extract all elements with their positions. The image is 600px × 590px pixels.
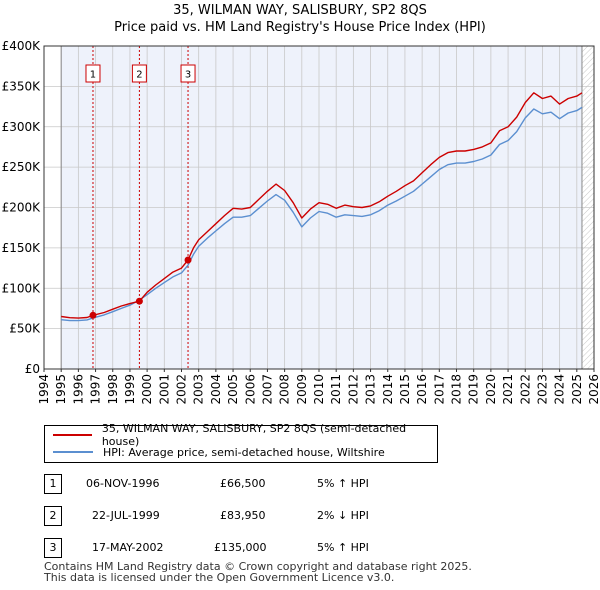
sale-marker-box <box>85 64 101 83</box>
x-tick-label: 1998 <box>106 374 120 405</box>
sale-marker-label: 2 <box>136 70 142 81</box>
sale-date: 22-JUL-1999 <box>92 509 160 522</box>
x-tick-label: 1999 <box>123 374 137 405</box>
property-price-line <box>61 92 583 319</box>
sale-marker-label: 1 <box>90 70 96 81</box>
y-tick-label: £350K <box>2 79 42 93</box>
sale-date: 06-NOV-1996 <box>86 477 160 490</box>
x-tick-label: 2006 <box>243 374 257 405</box>
sale-marker-box <box>131 64 147 83</box>
sale-number-badge: 3 <box>44 538 62 558</box>
hpi-line <box>61 106 583 322</box>
x-tick-label: 2002 <box>175 374 189 405</box>
sale-row: 2 22-JUL-1999 £83,950 2% ↓ HPI <box>44 506 504 526</box>
x-tick-label: 2005 <box>226 374 240 405</box>
x-tick-label: 2018 <box>450 374 464 405</box>
price-chart: 1 2 3 £0 £50K £100K £150K £200K £250K £300K £350K £… <box>2 39 600 405</box>
y-tick-label: £0 <box>25 362 40 376</box>
legend-swatch-hpi <box>53 451 93 453</box>
x-tick-label: 2000 <box>140 374 154 405</box>
sale-marker-box <box>180 64 196 83</box>
sale-date: 17-MAY-2002 <box>92 541 164 554</box>
x-tick-label: 2016 <box>415 374 429 405</box>
y-tick-label: £250K <box>2 160 42 174</box>
x-tick-label: 2025 <box>570 374 584 405</box>
x-tick-label: 2011 <box>329 374 343 405</box>
legend-item-property: 35, WILMAN WAY, SALISBURY, SP2 8QS (semi… <box>53 422 437 448</box>
x-tick-label: 2013 <box>364 374 378 405</box>
sale-number-badge: 1 <box>44 474 62 494</box>
x-tick-label: 2010 <box>312 374 326 405</box>
sale-marker-label: 3 <box>185 70 191 81</box>
x-tick-label: 2009 <box>295 374 309 405</box>
x-tick-label: 2021 <box>501 374 515 405</box>
footer-licence: This data is licensed under the Open Gov… <box>44 571 395 584</box>
sale-point <box>184 256 192 264</box>
x-tick-label: 2003 <box>192 374 206 405</box>
legend: 35, WILMAN WAY, SALISBURY, SP2 8QS (semi… <box>44 422 438 463</box>
y-tick-label: £400K <box>2 39 42 53</box>
x-tick-label: 2017 <box>432 374 446 405</box>
x-tick-label: 2023 <box>535 374 549 405</box>
sale-hpi-diff: 2% ↓ HPI <box>317 509 369 522</box>
x-tick-label: 1994 <box>37 374 51 405</box>
sale-hpi-diff: 5% ↑ HPI <box>317 541 369 554</box>
legend-item-hpi: HPI: Average price, semi-detached house,… <box>53 444 385 460</box>
x-tick-label: 2024 <box>553 374 567 405</box>
x-tick-label: 2008 <box>278 374 292 405</box>
x-tick-label: 2026 <box>587 374 600 405</box>
sale-price: £66,500 <box>220 477 266 490</box>
chart-title-line2: Price paid vs. HM Land Registry's House … <box>114 20 486 35</box>
legend-label-hpi: HPI: Average price, semi-detached house,… <box>103 445 385 459</box>
sale-row: 3 17-MAY-2002 £135,000 5% ↑ HPI <box>44 538 504 558</box>
x-tick-label: 2007 <box>260 374 274 405</box>
x-tick-label: 2022 <box>518 374 532 405</box>
footer-copyright: Contains HM Land Registry data © Crown c… <box>44 560 472 573</box>
sale-price: £135,000 <box>214 541 267 554</box>
sale-point <box>135 297 143 305</box>
y-tick-label: £200K <box>2 201 42 215</box>
x-tick-label: 2019 <box>467 374 481 405</box>
x-tick-label: 2014 <box>381 374 395 405</box>
x-tick-label: 2012 <box>346 374 360 405</box>
x-tick-label: 1995 <box>54 374 68 405</box>
sale-number-badge: 2 <box>44 506 62 526</box>
x-tick-label: 2001 <box>157 374 171 405</box>
sale-row: 1 06-NOV-1996 £66,500 5% ↑ HPI <box>44 474 504 494</box>
legend-label-property: 35, WILMAN WAY, SALISBURY, SP2 8QS (semi… <box>101 422 407 448</box>
footer: Contains HM Land Registry data © Crown c… <box>44 561 472 583</box>
y-tick-label: £50K <box>9 322 41 336</box>
x-tick-label: 2020 <box>484 374 498 405</box>
chart-title-line1: 35, WILMAN WAY, SALISBURY, SP2 8QS <box>173 3 427 18</box>
sale-price: £83,950 <box>220 509 266 522</box>
y-tick-label: £100K <box>2 281 42 295</box>
x-tick-label: 2004 <box>209 374 223 405</box>
x-tick-label: 1996 <box>71 374 85 405</box>
sale-point <box>89 311 97 319</box>
x-tick-label: 1997 <box>89 374 103 405</box>
y-tick-label: £150K <box>2 241 42 255</box>
x-tick-label: 2015 <box>398 374 412 405</box>
legend-swatch-property <box>53 434 92 436</box>
sale-hpi-diff: 5% ↑ HPI <box>317 477 369 490</box>
y-tick-label: £300K <box>2 120 42 134</box>
